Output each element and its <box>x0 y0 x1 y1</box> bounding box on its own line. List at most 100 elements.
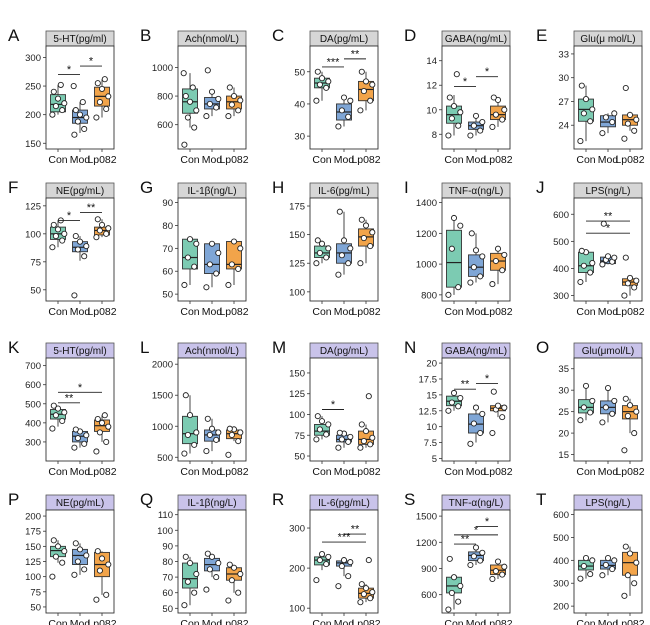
data-point <box>357 599 364 606</box>
y-tick-label: 20 <box>426 359 437 370</box>
data-point <box>237 97 244 104</box>
y-tick-label: 300 <box>553 579 569 590</box>
data-point <box>225 597 232 604</box>
data-point <box>213 436 220 443</box>
data-point <box>599 419 606 426</box>
data-point <box>367 595 374 602</box>
y-tick-label: 35 <box>558 364 569 375</box>
panel-title: Glu(μ mol/L) <box>580 34 635 45</box>
data-point <box>93 234 100 241</box>
data-point <box>325 421 332 428</box>
y-tick-label: 300 <box>553 291 569 302</box>
x-tick-label: Mod <box>466 306 487 318</box>
data-point <box>182 553 189 560</box>
data-point <box>362 428 370 435</box>
data-point <box>445 407 452 414</box>
y-tick-label: 600 <box>553 510 569 521</box>
data-point <box>52 553 59 560</box>
data-point <box>580 110 587 117</box>
panel-label: N <box>404 338 416 357</box>
data-point <box>448 399 455 406</box>
data-point <box>94 80 101 87</box>
data-point <box>186 236 194 243</box>
data-point <box>103 591 110 598</box>
data-point <box>105 225 112 232</box>
data-point <box>499 571 506 578</box>
data-point <box>203 284 210 291</box>
data-point <box>81 125 88 133</box>
data-point <box>369 229 376 236</box>
data-point <box>631 580 638 587</box>
data-point <box>489 575 496 583</box>
significance-label: * <box>78 382 83 394</box>
data-point <box>323 84 330 91</box>
data-point <box>621 135 628 142</box>
significance-label: ** <box>351 48 360 60</box>
data-point <box>470 553 477 560</box>
data-point <box>180 70 187 77</box>
data-point <box>103 105 110 112</box>
data-point <box>624 572 631 579</box>
data-point <box>61 230 68 237</box>
data-point <box>191 263 198 270</box>
data-point <box>477 557 484 564</box>
data-point <box>93 596 100 603</box>
data-point <box>93 114 100 121</box>
x-tick-label: Lp082 <box>219 466 248 478</box>
data-point <box>83 552 90 559</box>
data-point <box>624 280 631 287</box>
data-point <box>57 81 64 88</box>
data-point <box>318 418 326 425</box>
panel-title: TNF-α(ng/L) <box>449 186 504 197</box>
data-point <box>611 557 618 564</box>
y-tick-label: 75 <box>30 587 41 598</box>
data-point <box>228 431 235 438</box>
y-tick-label: 1400 <box>416 198 437 209</box>
x-tick-label: Lp082 <box>351 306 380 318</box>
y-tick-label: 100 <box>289 287 305 298</box>
x-tick-label: Lp082 <box>87 154 116 166</box>
data-point <box>490 388 497 395</box>
data-point <box>81 440 88 447</box>
data-point <box>489 123 496 130</box>
data-point <box>633 277 640 284</box>
data-point <box>448 245 455 252</box>
data-point <box>215 429 222 436</box>
data-point <box>72 426 79 433</box>
data-point <box>345 573 352 580</box>
x-tick-label: Con <box>576 154 595 166</box>
data-point <box>450 103 458 110</box>
data-point <box>191 441 198 448</box>
data-point <box>208 553 216 560</box>
x-tick-label: Mod <box>334 306 355 318</box>
data-point <box>228 101 235 108</box>
data-point <box>237 245 244 252</box>
data-point <box>477 273 484 280</box>
data-point <box>59 107 66 114</box>
data-point <box>604 253 612 260</box>
data-point <box>335 444 342 451</box>
data-point <box>235 438 242 445</box>
data-point <box>453 71 460 78</box>
data-point <box>369 434 376 441</box>
y-tick-label: 250 <box>25 82 41 93</box>
data-point <box>624 412 631 419</box>
significance-label: * <box>463 76 468 88</box>
y-tick-label: 25 <box>558 407 569 418</box>
x-tick-label: Lp082 <box>615 154 644 166</box>
panel-label: C <box>272 26 284 45</box>
y-tick-label: 80 <box>162 221 173 232</box>
y-tick-label: 600 <box>553 210 569 221</box>
y-tick-label: 125 <box>25 557 41 568</box>
y-tick-label: 100 <box>25 572 41 583</box>
data-point <box>347 559 354 566</box>
panel-label: O <box>536 338 549 357</box>
y-tick-label: 50 <box>294 452 305 463</box>
y-tick-label: 30 <box>294 132 305 143</box>
data-point <box>358 216 365 223</box>
y-tick-label: 150 <box>289 368 305 379</box>
data-point <box>105 561 112 568</box>
data-point <box>96 227 103 234</box>
